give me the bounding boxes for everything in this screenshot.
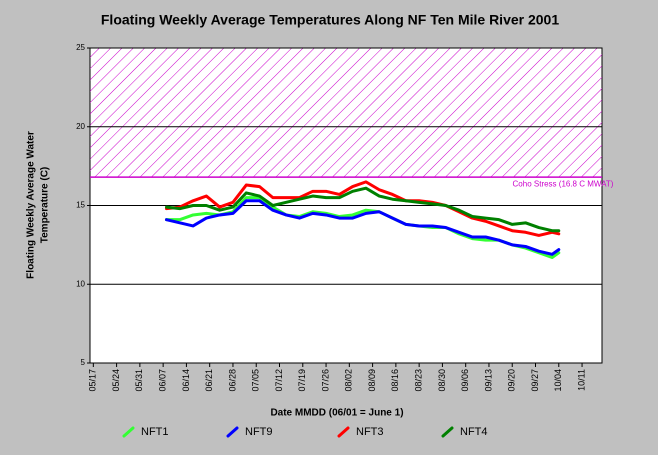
- x-tick-label: 08/30: [437, 369, 447, 392]
- y-tick-label: 25: [76, 43, 85, 52]
- series-line: [164, 186, 561, 233]
- x-tick-label: 05/31: [134, 369, 144, 392]
- legend-swatch: [441, 426, 454, 438]
- x-tick-label: 07/19: [297, 369, 307, 392]
- x-tick-label: 05/24: [111, 369, 121, 392]
- x-tick-label: 08/02: [344, 369, 354, 392]
- x-tick-label: 06/28: [227, 369, 237, 392]
- legend-label: NFT4: [460, 426, 488, 438]
- x-tick-label: 09/06: [460, 369, 470, 392]
- series-line: [164, 199, 561, 256]
- chart-title: Floating Weekly Average Temperatures Alo…: [101, 12, 559, 28]
- legend-label: NFT1: [141, 426, 169, 438]
- x-tick-label: 06/21: [204, 369, 214, 392]
- y-tick-label: 5: [81, 358, 86, 367]
- y-tick-label: 15: [76, 201, 85, 210]
- legend-swatch: [226, 426, 239, 438]
- x-axis-label: Date MMDD (06/01 = June 1): [270, 408, 403, 419]
- x-tick-label: 08/23: [414, 369, 424, 392]
- x-tick-label: 05/17: [88, 369, 98, 392]
- x-tick-label: 09/27: [530, 369, 540, 392]
- y-tick-label: 20: [76, 122, 85, 131]
- x-tick-label: 06/14: [181, 369, 191, 392]
- series-line: [164, 180, 561, 237]
- x-tick-label: 09/20: [507, 369, 517, 392]
- x-tick-label: 07/12: [274, 369, 284, 392]
- legend-label: NFT9: [245, 426, 273, 438]
- y-tick-label: 10: [76, 279, 85, 288]
- legend-swatch: [337, 426, 350, 438]
- x-tick-label: 06/07: [158, 369, 168, 392]
- x-tick-label: 08/09: [367, 369, 377, 392]
- band-label: Coho Stress (16.8 C MWAT): [513, 179, 614, 188]
- x-tick-label: 09/13: [483, 369, 493, 392]
- y-axis-label: Floating Weekly Average Water: [26, 131, 37, 279]
- x-tick-label: 07/26: [320, 369, 330, 392]
- x-tick-label: 07/05: [251, 369, 261, 392]
- y-axis-label: Temperature (C): [40, 167, 51, 244]
- legend-swatch: [122, 426, 135, 438]
- legend-label: NFT3: [356, 426, 384, 438]
- x-tick-label: 10/04: [553, 369, 563, 392]
- x-tick-label: 08/16: [390, 369, 400, 392]
- x-tick-label: 10/11: [576, 369, 586, 391]
- stress-band: [90, 48, 602, 178]
